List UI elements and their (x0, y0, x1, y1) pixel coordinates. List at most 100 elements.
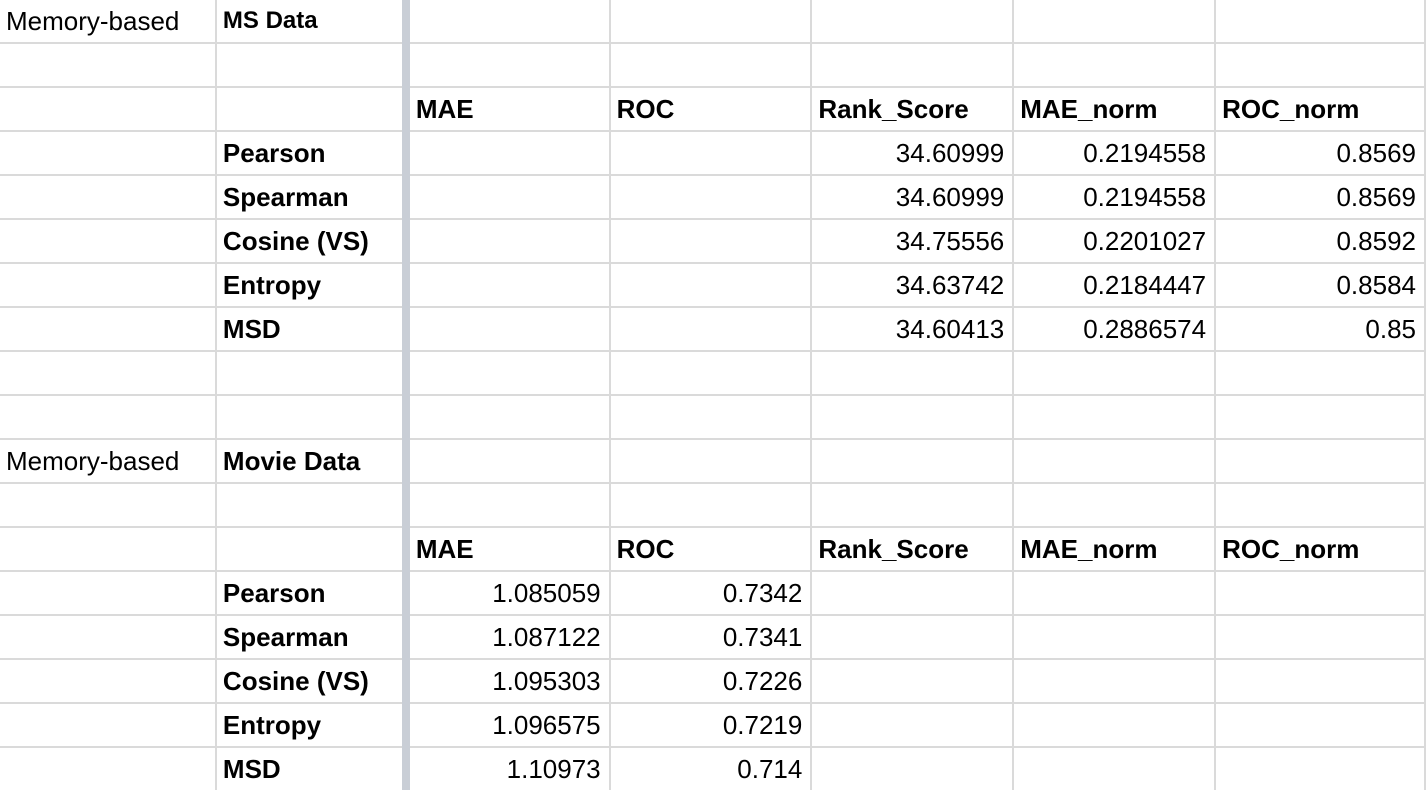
cell-roc-norm[interactable] (1215, 615, 1426, 660)
cell-mae-norm[interactable] (1013, 571, 1217, 616)
cell-mae-norm[interactable] (1013, 659, 1217, 704)
row-label-msd[interactable]: MSD (215, 307, 410, 352)
column-header-roc-norm[interactable]: ROC_norm (1215, 527, 1426, 572)
cell-roc[interactable] (609, 263, 813, 308)
cell-empty[interactable] (0, 395, 217, 440)
cell-empty[interactable] (811, 483, 1015, 528)
cell-roc-norm[interactable] (1215, 703, 1426, 748)
cell-empty[interactable] (1215, 395, 1426, 440)
cell-mae[interactable]: 1.095303 (405, 659, 611, 704)
cell-empty[interactable] (1013, 439, 1217, 484)
cell-rank-score[interactable]: 34.63742 (811, 263, 1015, 308)
cell-empty[interactable] (0, 43, 217, 88)
row-label-cosine[interactable]: Cosine (VS) (215, 659, 410, 704)
column-header-rank-score[interactable]: Rank_Score (811, 527, 1015, 572)
cell-empty[interactable] (405, 395, 611, 440)
cell-roc[interactable] (609, 131, 813, 176)
cell-roc[interactable] (609, 219, 813, 264)
cell-dataset-title[interactable]: Movie Data (215, 439, 410, 484)
cell-empty[interactable] (0, 615, 217, 660)
cell-empty[interactable] (1013, 351, 1217, 396)
cell-empty[interactable] (811, 395, 1015, 440)
cell-roc[interactable]: 0.714 (609, 747, 813, 790)
cell-empty[interactable] (0, 175, 217, 220)
cell-empty[interactable] (1215, 351, 1426, 396)
cell-empty[interactable] (0, 263, 217, 308)
cell-empty[interactable] (0, 659, 217, 704)
cell-section-label[interactable]: Memory-based (0, 439, 217, 484)
cell-empty[interactable] (811, 0, 1015, 44)
cell-rank-score[interactable]: 34.60999 (811, 175, 1015, 220)
cell-empty[interactable] (1013, 0, 1217, 44)
row-label-pearson[interactable]: Pearson (215, 131, 410, 176)
cell-mae-norm[interactable] (1013, 747, 1217, 790)
cell-rank-score[interactable]: 34.75556 (811, 219, 1015, 264)
cell-empty[interactable] (405, 0, 611, 44)
cell-empty[interactable] (811, 439, 1015, 484)
column-header-roc-norm[interactable]: ROC_norm (1215, 87, 1426, 132)
cell-rank-score[interactable] (811, 703, 1015, 748)
column-header-mae[interactable]: MAE (405, 87, 611, 132)
cell-mae[interactable]: 1.10973 (405, 747, 611, 790)
cell-roc[interactable] (609, 307, 813, 352)
cell-empty[interactable] (1013, 395, 1217, 440)
cell-empty[interactable] (0, 527, 217, 572)
cell-mae-norm[interactable] (1013, 615, 1217, 660)
cell-empty[interactable] (0, 483, 217, 528)
cell-empty[interactable] (1215, 43, 1426, 88)
cell-empty[interactable] (215, 527, 410, 572)
cell-empty[interactable] (609, 43, 813, 88)
row-label-spearman[interactable]: Spearman (215, 615, 410, 660)
cell-empty[interactable] (0, 747, 217, 790)
cell-empty[interactable] (0, 87, 217, 132)
cell-mae-norm[interactable]: 0.2194558 (1013, 175, 1217, 220)
cell-roc[interactable]: 0.7341 (609, 615, 813, 660)
cell-mae[interactable] (405, 175, 611, 220)
cell-empty[interactable] (0, 351, 217, 396)
cell-rank-score[interactable] (811, 747, 1015, 790)
cell-mae[interactable] (405, 219, 611, 264)
cell-empty[interactable] (811, 351, 1015, 396)
cell-roc[interactable]: 0.7219 (609, 703, 813, 748)
row-label-msd[interactable]: MSD (215, 747, 410, 790)
cell-roc[interactable] (609, 175, 813, 220)
cell-empty[interactable] (609, 483, 813, 528)
cell-mae-norm[interactable] (1013, 703, 1217, 748)
row-label-spearman[interactable]: Spearman (215, 175, 410, 220)
cell-empty[interactable] (609, 439, 813, 484)
column-header-roc[interactable]: ROC (609, 527, 813, 572)
cell-mae[interactable] (405, 307, 611, 352)
cell-roc-norm[interactable]: 0.8584 (1215, 263, 1426, 308)
cell-empty[interactable] (215, 351, 410, 396)
row-label-entropy[interactable]: Entropy (215, 703, 410, 748)
cell-empty[interactable] (609, 395, 813, 440)
cell-rank-score[interactable] (811, 571, 1015, 616)
cell-mae[interactable] (405, 131, 611, 176)
cell-roc-norm[interactable]: 0.8569 (1215, 131, 1426, 176)
cell-dataset-title[interactable]: MS Data (215, 0, 410, 44)
cell-roc[interactable]: 0.7342 (609, 571, 813, 616)
column-header-mae-norm[interactable]: MAE_norm (1013, 527, 1217, 572)
column-header-mae-norm[interactable]: MAE_norm (1013, 87, 1217, 132)
cell-empty[interactable] (0, 703, 217, 748)
cell-empty[interactable] (0, 219, 217, 264)
cell-mae[interactable]: 1.096575 (405, 703, 611, 748)
cell-empty[interactable] (405, 483, 611, 528)
cell-empty[interactable] (609, 351, 813, 396)
cell-roc-norm[interactable] (1215, 659, 1426, 704)
cell-mae[interactable] (405, 263, 611, 308)
cell-mae[interactable]: 1.085059 (405, 571, 611, 616)
column-header-roc[interactable]: ROC (609, 87, 813, 132)
cell-empty[interactable] (215, 483, 410, 528)
cell-section-label[interactable]: Memory-based (0, 0, 217, 44)
row-label-cosine[interactable]: Cosine (VS) (215, 219, 410, 264)
row-label-pearson[interactable]: Pearson (215, 571, 410, 616)
cell-empty[interactable] (1215, 483, 1426, 528)
cell-roc-norm[interactable]: 0.8592 (1215, 219, 1426, 264)
cell-rank-score[interactable] (811, 659, 1015, 704)
cell-mae-norm[interactable]: 0.2184447 (1013, 263, 1217, 308)
cell-rank-score[interactable]: 34.60999 (811, 131, 1015, 176)
row-label-entropy[interactable]: Entropy (215, 263, 410, 308)
cell-empty[interactable] (0, 131, 217, 176)
cell-rank-score[interactable] (811, 615, 1015, 660)
